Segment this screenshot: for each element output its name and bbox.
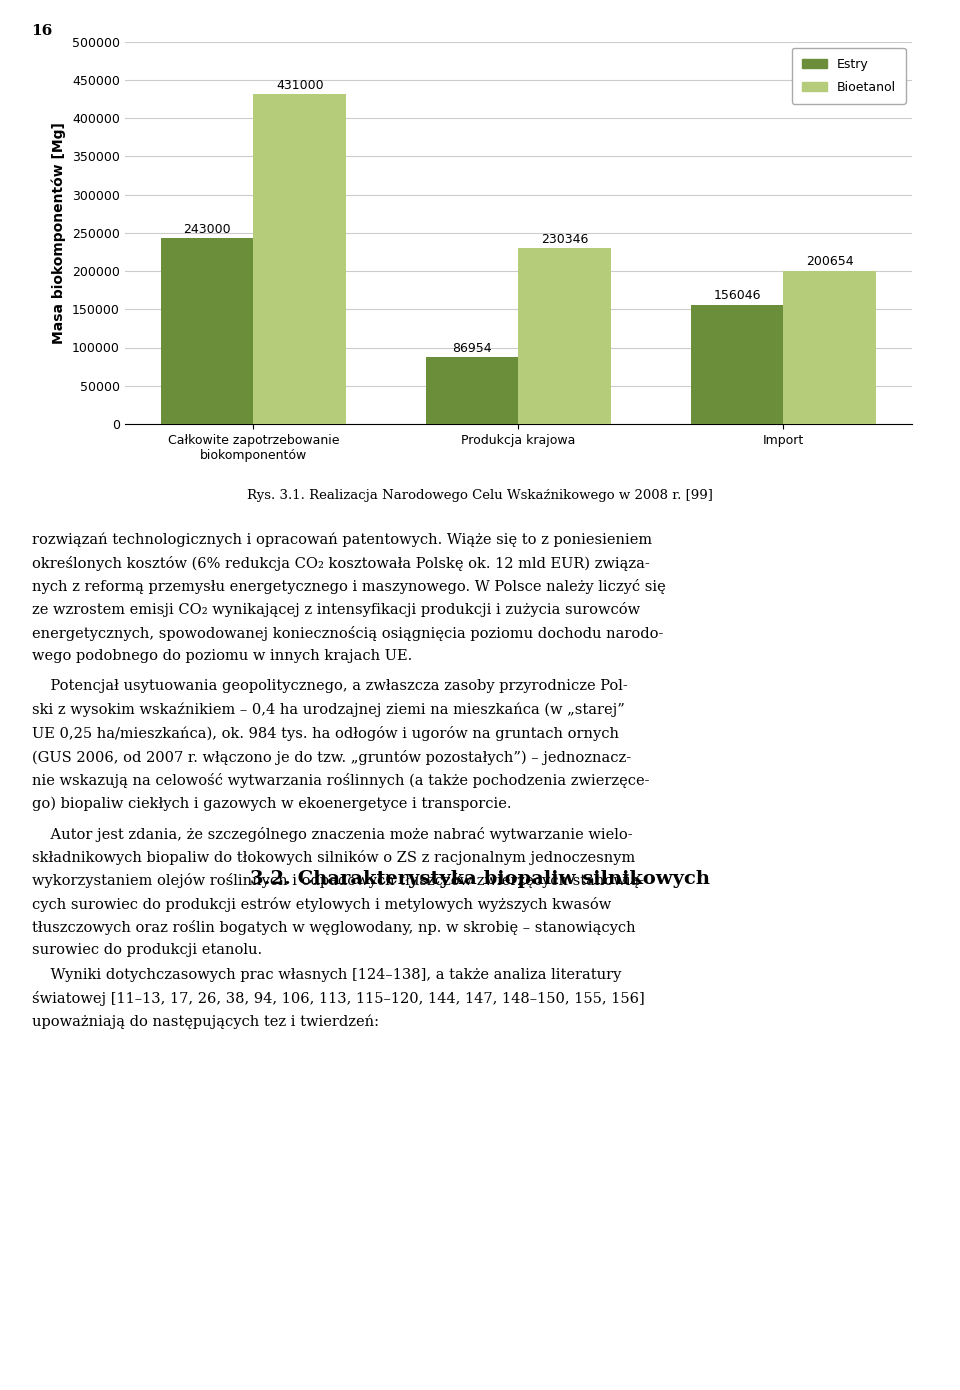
Text: 86954: 86954 (452, 342, 492, 356)
Text: Autor jest zdania, że szczególnego znaczenia może nabrać wytwarzanie wielo-: Autor jest zdania, że szczególnego znacz… (32, 827, 633, 841)
Text: składnikowych biopaliw do tłokowych silników o ZS z racjonalnym jednoczesnym: składnikowych biopaliw do tłokowych siln… (32, 849, 635, 865)
Text: upoważniają do następujących tez i twierdzeń:: upoważniają do następujących tez i twier… (32, 1015, 378, 1029)
Legend: Estry, Bioetanol: Estry, Bioetanol (792, 47, 905, 104)
Text: 200654: 200654 (806, 256, 853, 268)
Text: Potencjał usytuowania geopolitycznego, a zwłaszcza zasoby przyrodnicze Pol-: Potencjał usytuowania geopolitycznego, a… (32, 680, 628, 694)
Text: wykorzystaniem olejów roślinnych i odpadowych tłuszczów zwierzęcych stanowią-: wykorzystaniem olejów roślinnych i odpad… (32, 873, 644, 888)
Bar (783, 271, 876, 424)
Text: 243000: 243000 (183, 222, 230, 236)
Text: cych surowiec do produkcji estrów etylowych i metylowych wyższych kwasów: cych surowiec do produkcji estrów etylow… (32, 897, 611, 912)
Text: (GUS 2006, od 2007 r. włączono je do tzw. „gruntów pozostałych”) – jednoznacz-: (GUS 2006, od 2007 r. włączono je do tzw… (32, 749, 631, 764)
Text: 3.2. Charakterystyka biopaliw silnikowych: 3.2. Charakterystyka biopaliw silnikowyc… (250, 870, 710, 888)
Text: ze wzrostem emisji CO₂ wynikającej z intensyfikacji produkcji i zużycia surowców: ze wzrostem emisji CO₂ wynikającej z int… (32, 602, 639, 617)
Bar (253, 95, 347, 424)
Text: tłuszczowych oraz roślin bogatych w węglowodany, np. w skrobię – stanowiących: tłuszczowych oraz roślin bogatych w węgl… (32, 920, 636, 935)
Text: go) biopaliw ciekłych i gazowych w ekoenergetyce i transporcie.: go) biopaliw ciekłych i gazowych w ekoen… (32, 796, 511, 810)
Bar (690, 304, 783, 424)
Text: surowiec do produkcji etanolu.: surowiec do produkcji etanolu. (32, 944, 262, 958)
Bar (160, 238, 253, 424)
Text: wego podobnego do poziomu w innych krajach UE.: wego podobnego do poziomu w innych kraja… (32, 649, 412, 663)
Text: Wyniki dotychczasowych prac własnych [124–138], a także analiza literatury: Wyniki dotychczasowych prac własnych [12… (32, 967, 621, 981)
Text: ski z wysokim wskaźnikiem – 0,4 ha urodzajnej ziemi na mieszkańca (w „starej”: ski z wysokim wskaźnikiem – 0,4 ha urodz… (32, 703, 624, 717)
Text: Rys. 3.1. Realizacja Narodowego Celu Wskaźnikowego w 2008 r. [99]: Rys. 3.1. Realizacja Narodowego Celu Wsk… (247, 489, 713, 502)
Text: światowej [11–13, 17, 26, 38, 94, 106, 113, 115–120, 144, 147, 148–150, 155, 156: światowej [11–13, 17, 26, 38, 94, 106, 1… (32, 991, 644, 1006)
Text: określonych kosztów (6% redukcja CO₂ kosztowała Polskę ok. 12 mld EUR) związa-: określonych kosztów (6% redukcja CO₂ kos… (32, 556, 649, 571)
Text: UE 0,25 ha/mieszkańca), ok. 984 tys. ha odłogów i ugorów na gruntach ornych: UE 0,25 ha/mieszkańca), ok. 984 tys. ha … (32, 726, 618, 741)
Text: nych z reformą przemysłu energetycznego i maszynowego. W Polsce należy liczyć si: nych z reformą przemysłu energetycznego … (32, 580, 665, 594)
Bar (518, 247, 612, 424)
Text: 230346: 230346 (541, 232, 588, 246)
Text: energetycznych, spowodowanej koniecznością osiągnięcia poziomu dochodu narodo-: energetycznych, spowodowanej koniecznośc… (32, 626, 663, 641)
Text: 16: 16 (32, 24, 53, 38)
Bar (425, 357, 518, 424)
Text: rozwiązań technologicznych i opracowań patentowych. Wiąże się to z poniesieniem: rozwiązań technologicznych i opracowań p… (32, 532, 652, 546)
Y-axis label: Masa biokomponentów [Mg]: Masa biokomponentów [Mg] (52, 122, 66, 343)
Text: nie wskazują na celowość wytwarzania roślinnych (a także pochodzenia zwierzęce-: nie wskazują na celowość wytwarzania roś… (32, 773, 649, 788)
Text: 431000: 431000 (276, 79, 324, 92)
Text: 156046: 156046 (713, 289, 761, 303)
